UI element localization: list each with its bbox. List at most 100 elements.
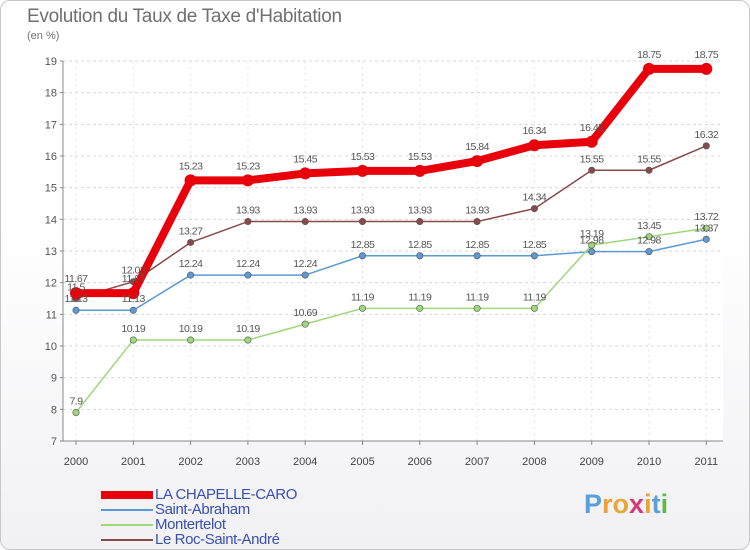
data-label: 12.98 [580,235,604,247]
data-label: 11.19 [523,291,547,303]
data-label: 16.32 [694,129,718,141]
data-label: 11.19 [408,291,432,303]
data-label: 11.13 [122,293,146,305]
series-line-0 [72,64,711,298]
data-point [301,218,309,226]
data-point [244,218,252,226]
data-label: 13.27 [179,225,203,237]
data-point [530,205,538,213]
legend-swatch [101,491,153,499]
data-label: 12.24 [236,258,260,270]
data-point [700,62,713,75]
data-point [588,248,596,256]
legend-label: Saint-Abraham [155,501,250,518]
data-point [416,304,424,312]
data-point [129,336,137,344]
data-label: 15.53 [408,151,432,163]
data-point [645,248,653,256]
y-tick-label: 8 [51,404,57,416]
data-label: 12.85 [351,239,375,251]
series-layer [70,62,713,416]
y-tick-label: 14 [45,214,57,226]
data-label: 13.19 [580,228,604,240]
data-label: 12.85 [523,239,547,251]
data-point [473,252,481,260]
data-point [187,336,195,344]
series-line-1 [75,238,708,311]
data-label: 13.93 [408,205,432,217]
data-point [702,224,710,232]
data-label: 16.45 [580,122,604,134]
data-point [471,155,484,168]
y-tick-label: 11 [46,309,57,321]
data-point [416,218,424,226]
y-tick-label: 12 [45,278,57,290]
data-label: 15.84 [465,141,489,153]
data-point [358,218,366,226]
chart-title: Evolution du Taux de Taxe d'Habitation [27,6,342,27]
data-label: 11.67 [65,273,89,285]
logo-letter: P [584,489,603,519]
x-tick-label: 2010 [637,456,661,468]
data-label: 11.19 [351,291,375,303]
data-label: 15.45 [293,153,317,165]
data-point [643,62,655,75]
data-label: 18.75 [694,49,718,61]
proxiti-logo: Proxiti [584,489,668,520]
data-point [356,164,369,177]
x-tick-label: 2009 [579,456,603,468]
y-tick-label: 19 [45,56,57,68]
y-tick-label: 13 [45,246,57,258]
data-point [301,271,309,279]
y-tick-label: 10 [45,341,57,353]
x-tick-label: 2004 [293,456,317,468]
data-point [585,135,598,148]
data-label: 14.34 [523,192,547,204]
data-label: 13.93 [351,205,375,217]
data-point [702,235,710,243]
data-point [358,304,366,312]
data-label: 10.19 [179,323,203,335]
data-point [187,271,195,279]
data-label: 13.37 [694,222,718,234]
legend-label: Montertelot [155,516,226,533]
data-point [702,142,710,150]
data-point [241,174,254,187]
logo-letter: o [612,489,630,519]
data-label: 11.19 [466,291,490,303]
data-label: 10.19 [236,323,260,335]
data-point [299,167,312,180]
y-axis-unit: (en %) [27,30,60,42]
data-point [588,241,596,249]
data-labels: 11.67 11.67 15.23 15.23 15.45 15.53 15.53 15.84… [65,49,720,408]
data-point [72,408,80,416]
legend-label: Le Roc-Saint-André [155,531,280,548]
data-label: 15.55 [580,153,604,165]
y-tick-label: 9 [51,373,57,385]
data-label: 11.67 [122,273,146,285]
legend-swatch [101,509,153,511]
data-label: 15.23 [179,160,203,172]
data-label: 12.85 [408,239,432,251]
data-point [645,233,653,241]
data-label: 13.45 [637,220,661,232]
data-label: 11.13 [65,293,89,305]
x-tick-label: 2001 [121,456,145,468]
data-label: 11.5 [67,282,85,294]
data-point [187,238,195,246]
logo-letter: x [629,489,645,519]
axes: 7 8 9 10 11 12 13 14 15 16 17 18 19 2000 2001 2002 2003 2… [45,56,723,468]
x-tick-label: 2002 [178,456,202,468]
data-point [70,287,82,300]
data-point [301,320,309,328]
data-point [416,252,424,260]
logo-letter: i [644,489,652,519]
x-tick-label: 2005 [350,456,374,468]
data-label: 15.23 [236,160,260,172]
x-tick-label: 2007 [465,456,489,468]
data-label: 15.55 [637,153,661,165]
data-point [72,306,80,314]
data-point [244,271,252,279]
x-tick-label: 2003 [236,456,260,468]
